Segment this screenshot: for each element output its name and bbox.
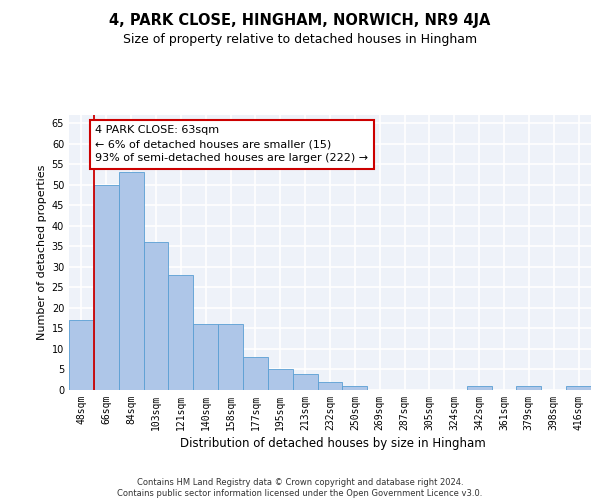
Bar <box>69 320 94 390</box>
Text: 4 PARK CLOSE: 63sqm
← 6% of detached houses are smaller (15)
93% of semi-detache: 4 PARK CLOSE: 63sqm ← 6% of detached hou… <box>95 126 368 164</box>
Bar <box>243 357 268 390</box>
Bar <box>467 386 491 390</box>
Y-axis label: Number of detached properties: Number of detached properties <box>37 165 47 340</box>
Bar <box>293 374 317 390</box>
Bar <box>193 324 218 390</box>
Bar <box>119 172 143 390</box>
Text: Contains HM Land Registry data © Crown copyright and database right 2024.
Contai: Contains HM Land Registry data © Crown c… <box>118 478 482 498</box>
Bar <box>566 386 591 390</box>
Text: Distribution of detached houses by size in Hingham: Distribution of detached houses by size … <box>180 438 486 450</box>
Bar <box>94 185 119 390</box>
Text: Size of property relative to detached houses in Hingham: Size of property relative to detached ho… <box>123 32 477 46</box>
Bar <box>218 324 243 390</box>
Bar <box>343 386 367 390</box>
Bar <box>169 275 193 390</box>
Bar <box>317 382 343 390</box>
Bar <box>268 370 293 390</box>
Text: 4, PARK CLOSE, HINGHAM, NORWICH, NR9 4JA: 4, PARK CLOSE, HINGHAM, NORWICH, NR9 4JA <box>109 12 491 28</box>
Bar <box>143 242 169 390</box>
Bar <box>517 386 541 390</box>
